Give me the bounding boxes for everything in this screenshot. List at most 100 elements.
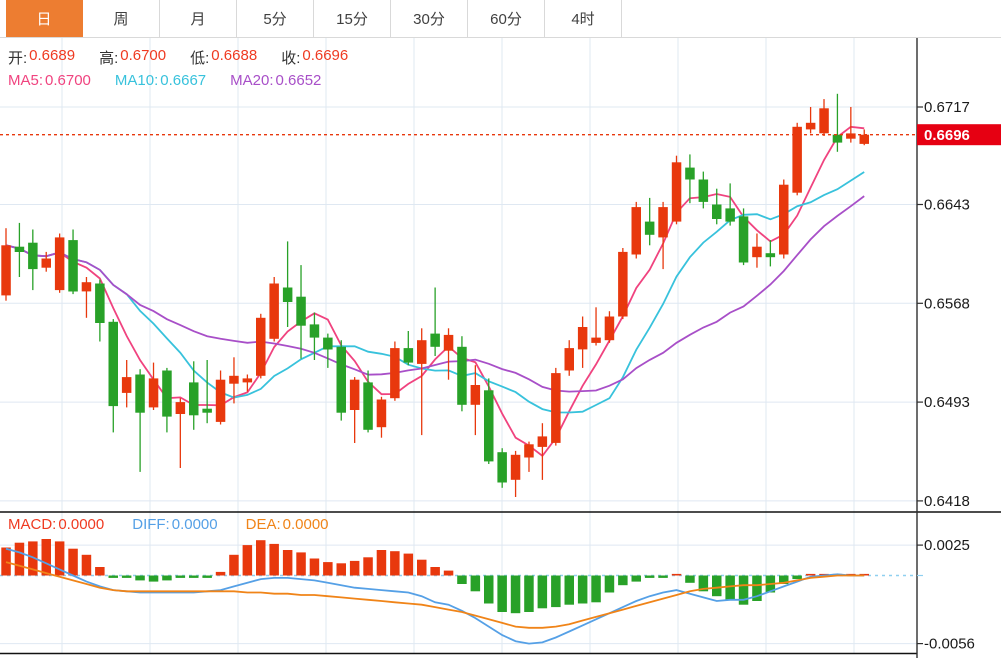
macd-hist-bar	[792, 575, 802, 580]
candle-body	[68, 240, 78, 292]
candle-body	[14, 246, 25, 252]
macd-hist-bar	[135, 575, 145, 581]
readout-field: MA5: 0.6700	[8, 72, 91, 89]
macd-hist-bar	[712, 575, 722, 597]
macd-hist-bar	[551, 575, 561, 608]
readout-field: MACD: 0.0000	[8, 516, 104, 533]
candle-body	[336, 346, 346, 413]
macd-hist-bar	[685, 575, 695, 583]
macd-hist-bar	[524, 575, 534, 612]
candle-body	[162, 370, 172, 417]
macd-hist-bar	[95, 567, 105, 576]
price-axis-label: 0.6568	[924, 295, 970, 312]
macd-hist-bar	[349, 560, 360, 576]
price-axis-label: 0.6493	[924, 394, 970, 411]
readout-value: 0.6689	[29, 47, 76, 64]
macd-hist-bar	[189, 575, 199, 578]
macd-hist-bar	[725, 575, 735, 600]
price-axis-label: 0.6643	[924, 197, 970, 214]
candle-body	[54, 237, 65, 291]
macd-hist-bar	[779, 575, 789, 584]
macd-hist-bar	[631, 575, 641, 582]
readout-label: DEA:	[245, 516, 281, 533]
macd-axis-label: -0.0056	[924, 636, 975, 653]
macd-hist-bar	[738, 575, 749, 605]
macd-hist-bar	[202, 575, 212, 578]
tab-5min[interactable]: 5分	[237, 0, 314, 37]
tab-day[interactable]: 日	[6, 0, 83, 37]
candle-body	[577, 327, 588, 350]
candle-body	[604, 316, 615, 341]
readout-value: 0.0000	[58, 516, 105, 533]
candle-body	[376, 399, 387, 428]
macd-hist-bar	[537, 575, 548, 609]
tab-60min[interactable]: 60分	[468, 0, 545, 37]
macd-hist-bar	[242, 545, 253, 576]
candle-body	[363, 382, 373, 430]
macd-hist-bar	[457, 575, 467, 584]
macd-hist-bar	[28, 541, 38, 576]
macd-hist-bar	[323, 562, 333, 576]
macd-hist-bar	[390, 551, 400, 576]
candle-body	[537, 436, 548, 447]
macd-hist-bar	[41, 539, 51, 576]
candle-body	[725, 208, 735, 222]
readout-label: MA10:	[114, 72, 159, 89]
candle-body	[81, 282, 92, 292]
candle-body	[631, 207, 641, 255]
macd-hist-bar	[256, 540, 266, 576]
candle-body	[470, 385, 481, 405]
tab-4hour[interactable]: 4时	[545, 0, 622, 37]
macd-hist-bar	[336, 563, 346, 576]
macd-hist-bar	[376, 550, 387, 576]
tab-30min[interactable]: 30分	[391, 0, 468, 37]
readout-field: DIFF: 0.0000	[132, 516, 217, 533]
candle-body	[121, 377, 132, 393]
macd-readout: MACD: 0.0000 DIFF: 0.0000 DEA: 0.0000	[8, 516, 329, 533]
macd-hist-bar	[618, 575, 628, 586]
macd-hist-bar	[309, 558, 320, 576]
macd-hist-bar	[805, 573, 816, 576]
readout-value: 0.6652	[275, 72, 322, 89]
macd-hist-bar	[215, 571, 226, 576]
readout-value: 0.0000	[171, 516, 218, 533]
readout-field: DEA: 0.0000	[246, 516, 329, 533]
candle-body	[792, 126, 802, 193]
candle-body	[349, 379, 360, 410]
ma10-line	[5, 171, 865, 414]
macd-hist-bar	[269, 543, 279, 576]
candle-body	[671, 162, 682, 222]
macd-hist-bar	[443, 570, 454, 576]
diff-line	[5, 547, 865, 645]
macd-hist-bar	[175, 575, 186, 578]
macd-hist-bar	[604, 575, 615, 593]
candle-body	[443, 334, 454, 351]
candle-body	[832, 134, 843, 143]
candle-body	[805, 122, 816, 130]
tab-month[interactable]: 月	[160, 0, 237, 37]
candle-body	[430, 333, 440, 347]
tab-15min[interactable]: 15分	[314, 0, 391, 37]
candle-body	[282, 287, 293, 302]
candle-body	[524, 444, 534, 458]
candle-body	[296, 296, 306, 326]
candle-body	[551, 373, 561, 443]
macd-hist-bar	[859, 573, 869, 576]
candle-body	[497, 452, 507, 483]
candle-body	[484, 390, 494, 462]
readout-label: MACD:	[8, 516, 57, 533]
candle-body	[403, 348, 414, 363]
candle-body	[95, 283, 105, 323]
macd-hist-bar	[108, 575, 118, 578]
tab-week[interactable]: 周	[83, 0, 160, 37]
macd-hist-bar	[14, 542, 25, 576]
candle-body	[28, 242, 38, 270]
candle-body	[752, 246, 762, 258]
macd-hist-bar	[282, 550, 293, 576]
readout-label: 高:	[99, 50, 119, 67]
candle-body	[229, 375, 239, 384]
candle-body	[859, 134, 869, 144]
candle-body	[658, 207, 668, 238]
candle-body	[175, 402, 186, 414]
chart-canvas[interactable]: 0.6717 0.6643 0.6568 0.6493 0.6418 0.0025 -0.0…	[0, 38, 1001, 658]
